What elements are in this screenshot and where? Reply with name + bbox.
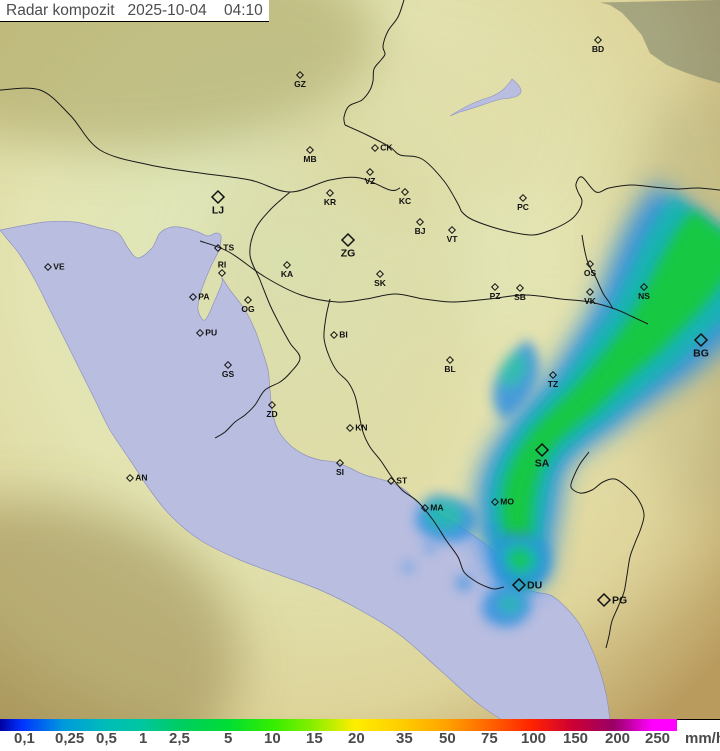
svg-text:TS: TS <box>223 243 234 253</box>
svg-text:RI: RI <box>218 260 227 270</box>
svg-text:KC: KC <box>399 196 411 206</box>
svg-text:ZD: ZD <box>266 409 277 419</box>
svg-text:KA: KA <box>281 269 293 279</box>
svg-text:SI: SI <box>336 467 344 477</box>
svg-text:PG: PG <box>612 594 627 606</box>
svg-text:ZG: ZG <box>341 247 356 259</box>
svg-text:ST: ST <box>396 476 408 486</box>
svg-text:CK: CK <box>380 143 393 153</box>
svg-text:BD: BD <box>592 44 604 54</box>
svg-text:GS: GS <box>222 369 235 379</box>
svg-text:NS: NS <box>638 291 650 301</box>
svg-text:LJ: LJ <box>212 204 224 216</box>
svg-text:PC: PC <box>517 202 529 212</box>
svg-text:VK: VK <box>584 296 597 306</box>
svg-text:BI: BI <box>339 330 348 340</box>
svg-text:VT: VT <box>447 234 459 244</box>
svg-text:OG: OG <box>241 304 255 314</box>
svg-text:SB: SB <box>514 292 526 302</box>
svg-text:SK: SK <box>374 278 387 288</box>
svg-text:MO: MO <box>500 497 514 507</box>
svg-text:DU: DU <box>527 579 542 591</box>
svg-text:BG: BG <box>693 347 709 359</box>
svg-text:MA: MA <box>430 503 443 513</box>
svg-text:KN: KN <box>355 423 367 433</box>
svg-text:BJ: BJ <box>415 226 426 236</box>
svg-text:OS: OS <box>584 268 597 278</box>
svg-text:SA: SA <box>535 457 550 469</box>
svg-text:MB: MB <box>303 154 316 164</box>
svg-text:VE: VE <box>53 262 65 272</box>
svg-text:VZ: VZ <box>365 176 376 186</box>
svg-text:KR: KR <box>324 197 336 207</box>
svg-text:PA: PA <box>198 292 209 302</box>
svg-text:BL: BL <box>444 364 455 374</box>
svg-text:PU: PU <box>205 328 217 338</box>
svg-text:AN: AN <box>135 473 147 483</box>
svg-text:PZ: PZ <box>490 291 501 301</box>
svg-text:TZ: TZ <box>548 379 558 389</box>
svg-text:GZ: GZ <box>294 79 306 89</box>
